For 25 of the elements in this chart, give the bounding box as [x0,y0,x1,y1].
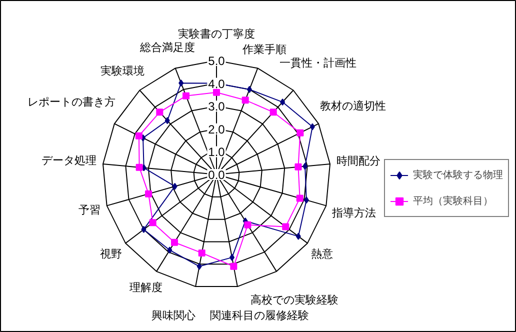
legend-label: 平均（実験科目） [413,194,493,208]
spoke-label: 熱意 [311,247,334,260]
spoke-label: 関連科目の履修経験 [210,309,310,322]
y-tick-label: 5.0 [208,54,226,68]
spoke-label: レポートの書き方 [27,95,116,108]
spoke-label: 時間配分 [336,154,380,168]
spoke-label: 指導方法 [330,206,376,220]
spoke-label: 視野 [100,247,122,260]
spoke-label: 総合満足度 [139,41,196,54]
y-tick-label: 1.0 [208,145,226,160]
spoke-label: データ処理 [42,154,97,167]
y-tick-label: 0.0 [208,168,226,182]
spoke-label: 実験環境 [100,64,145,78]
spoke-label: 作業手順 [242,42,287,56]
spoke-label: 一貫性・計画性 [279,56,356,70]
spoke-label: 理解度 [130,281,163,294]
y-tick-label: 3.0 [208,100,226,114]
spoke-label: 興味関心 [151,309,196,322]
y-tick-label: 2.0 [208,122,226,136]
spoke-label: 予習 [78,204,100,217]
spoke-label: 高校での実験経験 [250,294,339,307]
legend-label: 実験で体験する物理 [413,168,503,182]
spoke-label: 実験書の丁寧度 [178,28,255,40]
y-tick-label: 4.0 [208,76,226,91]
spoke-label: 教材の適切性 [320,100,386,113]
